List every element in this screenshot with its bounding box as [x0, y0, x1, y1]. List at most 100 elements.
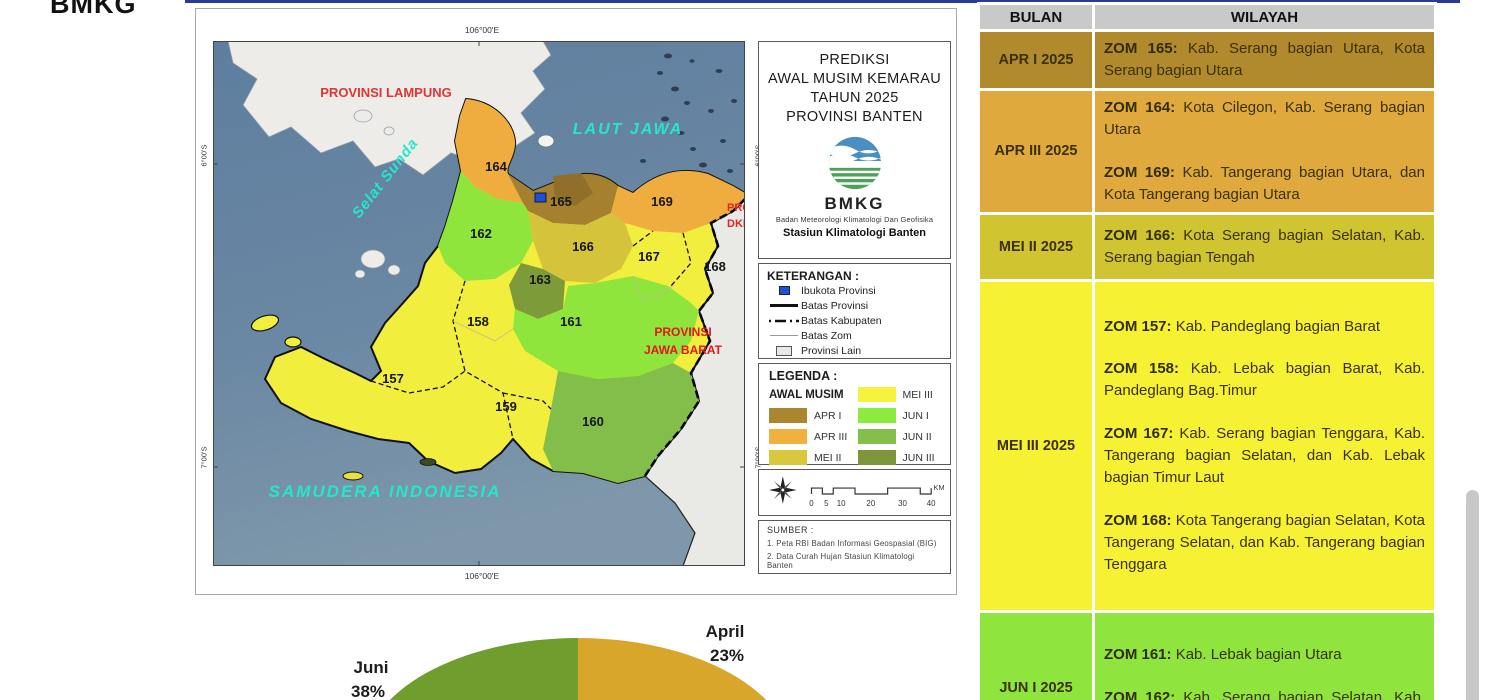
zone-label-161: 161	[560, 314, 582, 329]
banten-map: 157 158 159 160 161 162 163 164 165 166 …	[213, 41, 745, 566]
longitude-label-bottom: 106°00'E	[464, 571, 500, 581]
zone-label-164: 164	[485, 159, 507, 174]
keterangan-title: KETERANGAN :	[767, 269, 859, 283]
legend-item: JUN I	[857, 405, 943, 426]
zone-169	[611, 170, 745, 233]
sumber-box: SUMBER : 1. Peta RBI Badan Informasi Geo…	[758, 520, 951, 574]
regency-borders	[370, 230, 692, 440]
legend-item: APR III	[769, 426, 854, 447]
keterangan-item: Batas Provinsi	[767, 298, 942, 313]
small-islands	[250, 314, 437, 481]
other-province-icon	[767, 345, 801, 356]
regency-border-icon	[767, 318, 801, 324]
forecast-table: BULAN WILAYAH APR I 2025 ZOM 165: Kab. S…	[977, 2, 1437, 700]
capital-marker-icon	[767, 286, 801, 295]
map-title-line4: PROVINSI BANTEN	[786, 109, 923, 125]
zom-border-icon	[767, 335, 801, 336]
swatch-mei-ii	[769, 450, 807, 465]
season-pie-chart	[389, 638, 767, 700]
zone-163	[509, 263, 565, 319]
map-title-line2: AWAL MUSIM KEMARAU	[768, 71, 941, 87]
lampung-label: PROVINSI LAMPUNG	[320, 85, 451, 100]
dki-label-2: DKI	[727, 218, 745, 230]
jawa-barat-label-1: PROVINSI	[654, 325, 711, 339]
scale-bar	[810, 487, 932, 495]
pie-value-april: 23%	[709, 646, 745, 665]
header-bulan: BULAN	[980, 5, 1092, 29]
keterangan-item: Batas Kabupaten	[767, 313, 942, 328]
swatch-apr-i	[769, 408, 807, 423]
legenda-subtitle: AWAL MUSIM	[769, 388, 844, 401]
zone-label-168: 168	[704, 259, 726, 274]
province-border	[643, 198, 745, 477]
keterangan-item: Provinsi Lain	[767, 343, 942, 358]
map-sidebar: PREDIKSI AWAL MUSIM KEMARAU TAHUN 2025 P…	[758, 41, 951, 574]
scale-box: 0 5 10 20 30 40 KM	[758, 469, 951, 516]
bulan-jun-i: JUN I 2025	[980, 612, 1092, 700]
sumber-title: SUMBER :	[767, 525, 814, 535]
svg-text:10: 10	[837, 499, 846, 508]
zone-label-166: 166	[572, 239, 594, 254]
kepulauan-seribu-islands	[640, 53, 737, 173]
samudera-label: SAMUDERA INDONESIA	[269, 482, 502, 501]
keterangan-item: Batas Zom	[767, 328, 942, 343]
zone-label-169: 169	[651, 194, 673, 209]
bulan-apr-i: APR I 2025	[980, 32, 1092, 88]
table-row: APR I 2025 ZOM 165: Kab. Serang bagian U…	[980, 32, 1434, 88]
table-row: APR III 2025 ZOM 164: Kota Cilegon, Kab.…	[980, 91, 1434, 212]
zone-label-167: 167	[638, 249, 660, 264]
zone-labels: 157 158 159 160 161 162 163 164 165 166 …	[382, 159, 726, 429]
map-title-line1: PREDIKSI	[819, 52, 890, 68]
legenda-title: LEGENDA :	[769, 369, 838, 383]
bmkg-logo: BMKG	[50, 0, 137, 19]
dki-label-1: PRO	[727, 202, 745, 214]
zone-label-158: 158	[467, 314, 489, 329]
bulan-mei-iii: MEI III 2025	[980, 281, 1092, 610]
table-row: MEI III 2025 ZOM 157: Kab. Pandeglang ba…	[980, 281, 1434, 610]
legend-item: MEI II	[769, 447, 854, 468]
top-accent-line	[185, 0, 1460, 3]
zone-165-inner	[553, 173, 593, 206]
map-title-box: PREDIKSI AWAL MUSIM KEMARAU TAHUN 2025 P…	[758, 41, 951, 259]
zone-label-157: 157	[382, 371, 404, 386]
table-row: MEI II 2025 ZOM 166: Kota Serang bagian …	[980, 214, 1434, 279]
keterangan-box: KETERANGAN : Ibukota Provinsi Batas Prov…	[758, 263, 951, 359]
pie-slice-april	[578, 638, 767, 700]
latitude-label-left-top: 6°00'S	[199, 144, 209, 167]
zom-borders	[452, 275, 674, 342]
scale-unit: KM	[934, 483, 944, 492]
bulan-apr-iii: APR III 2025	[980, 91, 1092, 212]
frame-ticks	[213, 41, 745, 566]
pie-value-juni: 38%	[350, 682, 386, 700]
svg-text:40: 40	[927, 499, 936, 508]
zone-label-163: 163	[529, 272, 551, 287]
sumber-line-1: 1. Peta RBI Badan Informasi Geospasial (…	[767, 539, 937, 548]
compass-rose-icon	[768, 476, 797, 504]
table-header-row: BULAN WILAYAH	[980, 5, 1434, 29]
pie-label-juni: Juni	[353, 658, 389, 677]
swatch-mei-iii	[857, 387, 896, 402]
table-row: JUN I 2025 ZOM 161: Kab. Lebak bagian Ut…	[980, 612, 1434, 700]
zone-label-159: 159	[495, 399, 517, 414]
capital-marker-icon	[534, 192, 547, 203]
swatch-jun-iii	[857, 450, 896, 465]
map-panel: 106°00'E 106°00'E 6°00'S 7°00'S 6°00'S 7…	[195, 8, 957, 595]
scrollbar-thumb[interactable]	[1466, 490, 1479, 700]
longitude-label-top: 106°00'E	[464, 25, 500, 35]
legend-item: APR I	[769, 405, 854, 426]
zone-166	[528, 211, 633, 283]
agency-full-name: Badan Meteorologi Klimatologi Dan Geofis…	[775, 215, 934, 224]
svg-text:5: 5	[824, 499, 829, 508]
laut-jawa-label: LAUT JAWA	[573, 121, 683, 138]
map-title-line3: TAHUN 2025	[810, 90, 899, 106]
bulan-mei-ii: MEI II 2025	[980, 214, 1092, 279]
svg-text:0: 0	[809, 499, 814, 508]
zone-label-162: 162	[470, 226, 492, 241]
legend-item: MEI III	[857, 384, 943, 405]
zone-label-165: 165	[550, 194, 572, 209]
legend-item: JUN II	[857, 426, 943, 447]
agency-name: BMKG	[824, 194, 885, 213]
pie-label-april: April	[705, 622, 745, 641]
header-wilayah: WILAYAH	[1095, 5, 1434, 29]
